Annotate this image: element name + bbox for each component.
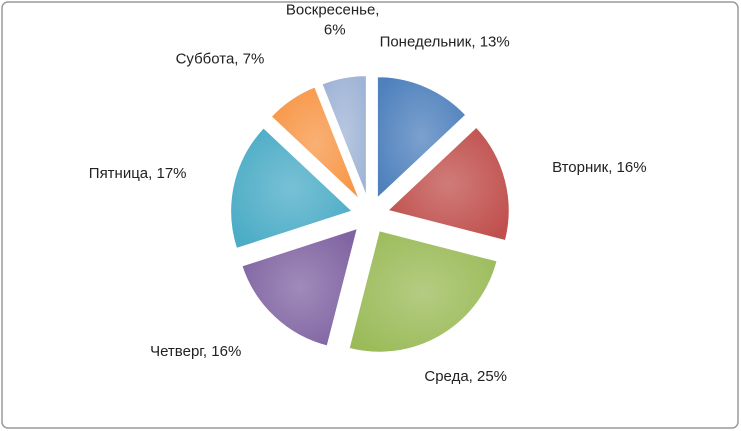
pie-slice: [240, 226, 359, 348]
pie-slice: [347, 229, 499, 354]
data-label: Вторник, 16%: [552, 159, 646, 176]
data-label: Пятница, 17%: [89, 165, 187, 182]
pie-slice: [385, 125, 511, 242]
label-line: 6%: [324, 21, 346, 38]
data-label: Суббота, 7%: [176, 50, 265, 67]
data-label: Среда, 25%: [424, 368, 507, 385]
data-label: Понедельник, 13%: [380, 33, 510, 50]
pie-slice: [320, 74, 368, 198]
data-label: Воскресенье, 6%: [286, 1, 384, 38]
pie-slice: [269, 85, 361, 201]
data-label: Четверг, 16%: [150, 343, 241, 360]
label-line: Воскресенье,: [286, 1, 384, 18]
pie-slice: [229, 126, 354, 250]
pie-slice: [376, 75, 468, 201]
